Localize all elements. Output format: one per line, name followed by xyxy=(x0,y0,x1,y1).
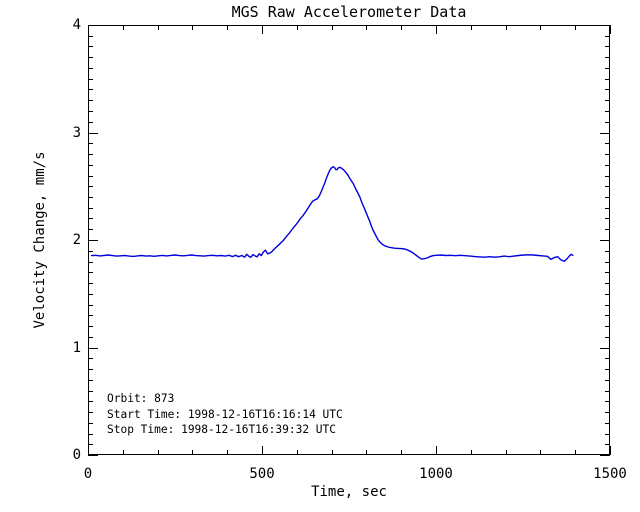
annotation-orbit: Orbit: 873 xyxy=(107,392,175,405)
y-axis-label: Velocity Change, mm/s xyxy=(32,151,48,329)
chart-title: MGS Raw Accelerometer Data xyxy=(231,3,467,21)
data-line xyxy=(90,165,574,262)
y-tick-label: 4 xyxy=(72,17,81,33)
y-tick-label: 0 xyxy=(72,447,81,463)
x-axis-label: Time, sec xyxy=(311,484,387,500)
x-tick-label: 0 xyxy=(83,466,93,482)
annotation-stop-time: Stop Time: 1998-12-16T16:39:32 UTC xyxy=(107,423,337,437)
annotation-block: Orbit: 873 Start Time: 1998-12-16T16:16:… xyxy=(107,391,343,438)
y-tick-label: 3 xyxy=(72,124,81,141)
y-tick-label: 1 xyxy=(72,339,81,356)
x-tick-label: 500 xyxy=(249,466,275,482)
x-tick-label: 1000 xyxy=(419,466,453,482)
axis-ticks xyxy=(88,25,611,456)
x-tick-label: 1500 xyxy=(593,466,627,482)
annotation-start-time: Start Time: 1998-12-16T16:16:14 UTC xyxy=(107,407,343,421)
y-tick-label: 2 xyxy=(72,232,81,248)
